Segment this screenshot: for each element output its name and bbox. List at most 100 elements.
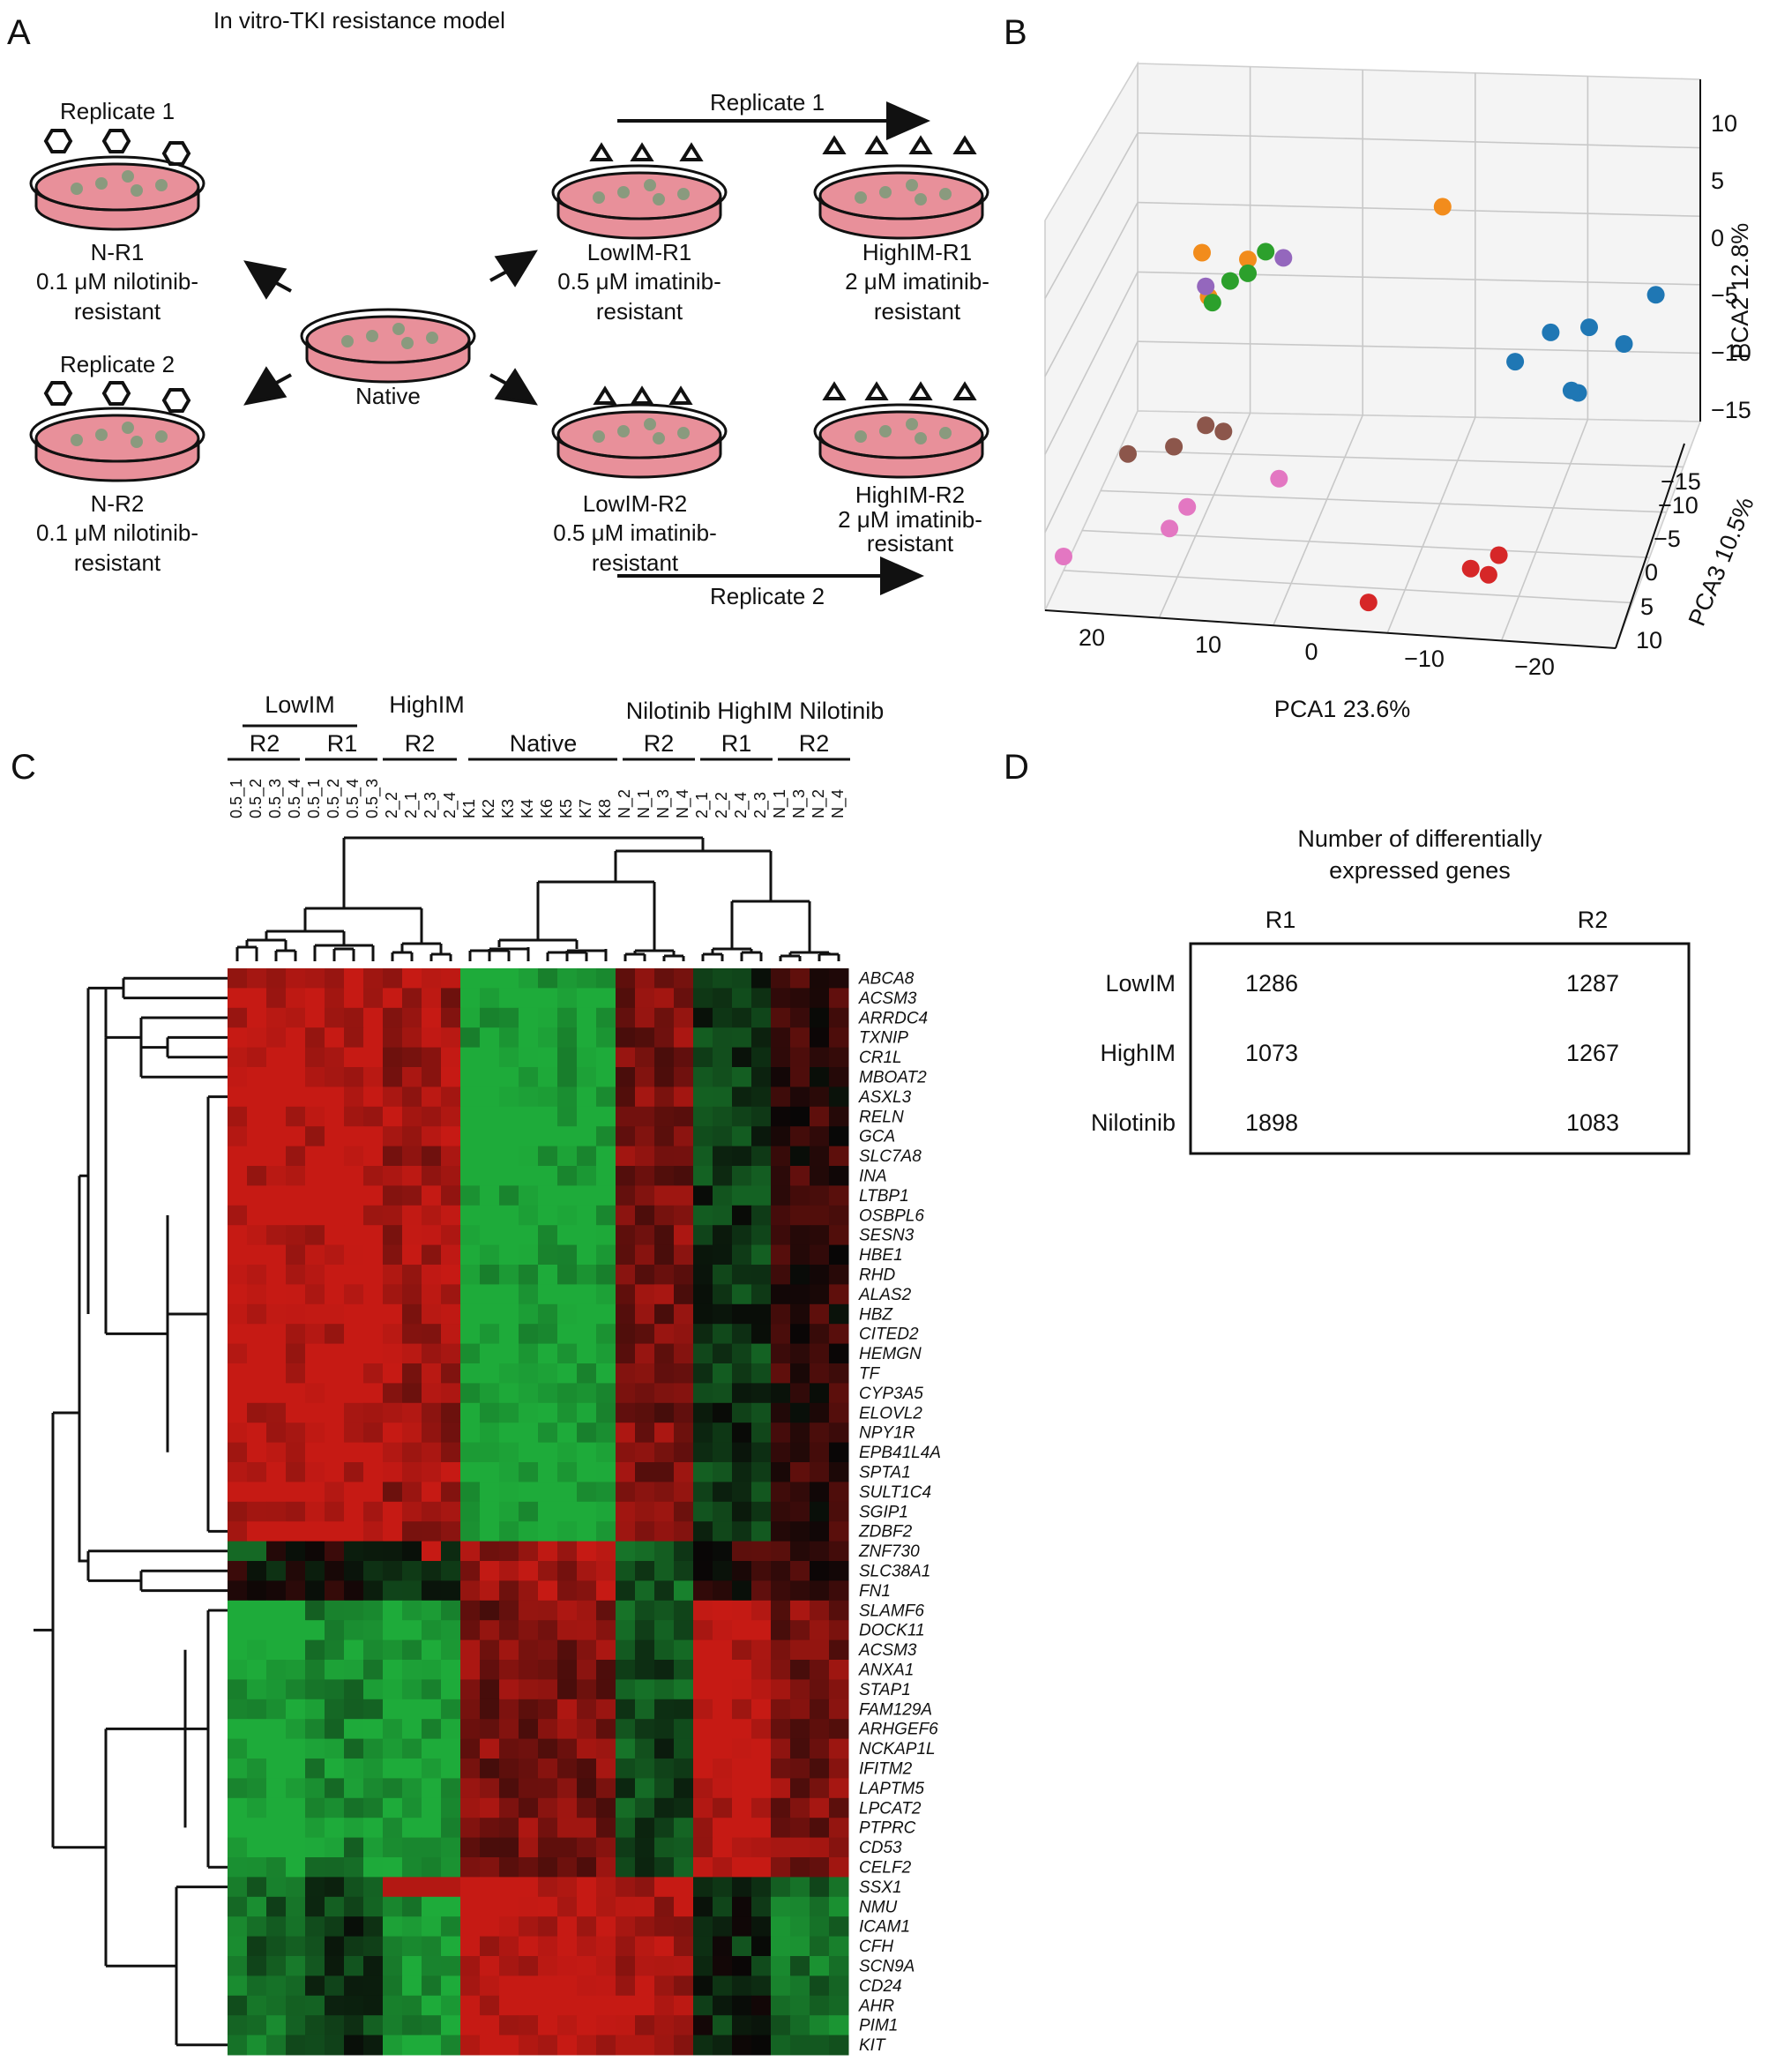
heatmap-cell <box>499 1580 519 1602</box>
heatmap-cell <box>247 1402 267 1423</box>
heatmap-cell <box>557 1797 578 1818</box>
heatmap-column-label: K4 <box>519 799 536 818</box>
heatmap-cell <box>460 988 481 1009</box>
heatmap-cell <box>557 1975 578 1997</box>
heatmap-cell <box>674 1166 694 1186</box>
heatmap-cell <box>499 1896 519 1917</box>
heatmap-cell <box>577 1343 597 1364</box>
heatmap-cell <box>829 1679 849 1700</box>
heatmap-cell <box>325 968 345 989</box>
heatmap-cell <box>519 1857 539 1878</box>
heatmap-cell <box>460 1837 481 1858</box>
heatmap-cell <box>713 1759 733 1779</box>
heatmap-cell <box>499 1185 519 1206</box>
heatmap-cell <box>383 1541 403 1562</box>
heatmap-cell <box>422 1027 442 1049</box>
heatmap-cell <box>557 1284 578 1305</box>
n-r2-line1: 0.1 μM nilotinib- <box>36 519 198 546</box>
heatmap-cell <box>829 1521 849 1542</box>
heatmap-cell <box>344 1877 364 1898</box>
heatmap-cell <box>325 1679 345 1700</box>
heatmap-cell <box>402 1363 422 1384</box>
pca2-tick-label: 5 <box>1711 168 1724 194</box>
heatmap-cell <box>693 1719 713 1740</box>
heatmap-cell <box>577 1699 597 1720</box>
heatmap-cell <box>266 1126 287 1147</box>
heatmap-cell <box>732 1423 752 1444</box>
heatmap-cell <box>790 1837 810 1858</box>
heatmap-cell <box>441 1877 461 1898</box>
heatmap-cell <box>247 1303 267 1325</box>
heatmap-cell <box>616 1087 636 1108</box>
deg-col-header-r1: R1 <box>1266 907 1296 933</box>
heatmap-cell <box>790 1679 810 1700</box>
heatmap-cell <box>538 2035 558 2056</box>
heatmap-cell <box>810 1462 830 1482</box>
heatmap-cell <box>363 1936 384 1957</box>
heatmap-cell <box>344 1778 364 1799</box>
heatmap-cell <box>247 1482 267 1503</box>
heatmap-cell <box>674 1797 694 1818</box>
heatmap-cell <box>616 2035 636 2056</box>
heatmap-cell <box>713 1778 733 1799</box>
heatmap-cell <box>499 1521 519 1542</box>
heatmap-cell <box>693 1956 713 1976</box>
heatmap-cell <box>596 1087 616 1108</box>
heatmap-cell <box>344 1679 364 1700</box>
heatmap-cell <box>383 1442 403 1463</box>
heatmap-cell <box>635 1265 655 1285</box>
heatmap-cell <box>402 1462 422 1482</box>
heatmap-cell <box>519 1877 539 1898</box>
heatmap-cell <box>383 1877 403 1898</box>
heatmap-cell <box>616 1719 636 1740</box>
heatmap-cell <box>305 1482 325 1503</box>
heatmap-cell <box>693 1205 713 1226</box>
heatmap-cell <box>402 1877 422 1898</box>
heatmap-cell <box>713 1343 733 1364</box>
heatmap-cell <box>266 1067 287 1087</box>
heatmap-cell <box>654 1482 675 1503</box>
heatmap-cell <box>247 1383 267 1404</box>
heatmap-cell <box>616 1166 636 1186</box>
heatmap-cell <box>460 1423 481 1444</box>
heatmap-cell <box>829 1462 849 1482</box>
heatmap-cell <box>460 1343 481 1364</box>
heatmap-cell <box>538 1324 558 1345</box>
heatmap-cell <box>829 1067 849 1087</box>
heatmap-cell <box>422 1284 442 1305</box>
heatmap-cell <box>228 1936 248 1957</box>
heatmap-cell <box>519 1580 539 1602</box>
heatmap-cell <box>519 1047 539 1068</box>
heatmap-cell <box>771 1265 791 1285</box>
heatmap-cell <box>325 1146 345 1167</box>
heatmap-cell <box>829 1561 849 1581</box>
heatmap-cell <box>286 1205 306 1226</box>
heatmap-cell <box>228 1837 248 1858</box>
heatmap-cell <box>771 1541 791 1562</box>
heatmap-row-label: ASXL3 <box>858 1088 912 1107</box>
heatmap-cell <box>422 1244 442 1266</box>
heatmap-cell <box>674 1521 694 1542</box>
heatmap-cell <box>305 1343 325 1364</box>
heatmap-cell <box>790 1047 810 1068</box>
heatmap-cell <box>383 1797 403 1818</box>
heatmap-cell <box>519 1620 539 1641</box>
heatmap-cell <box>460 1225 481 1246</box>
heatmap-cell <box>325 1363 345 1384</box>
heatmap-cell <box>499 1383 519 1404</box>
heatmap-cell <box>693 1600 713 1621</box>
heatmap-cell <box>596 1402 616 1423</box>
heatmap-cell <box>344 1244 364 1266</box>
heatmap-cell <box>499 1778 519 1799</box>
heatmap-cell <box>422 1738 442 1759</box>
heatmap-row-label: CR1L <box>859 1049 902 1067</box>
pca1-tick-label: 0 <box>1304 638 1318 665</box>
heatmap-cell <box>732 1975 752 1997</box>
heatmap-cell <box>266 1857 287 1878</box>
heatmap-cell <box>654 988 675 1009</box>
heatmap-cell <box>577 1185 597 1206</box>
heatmap-cell <box>325 1225 345 1246</box>
heatmap-cell <box>460 1067 481 1087</box>
heatmap-cell <box>810 1363 830 1384</box>
heatmap-cell <box>577 1462 597 1482</box>
